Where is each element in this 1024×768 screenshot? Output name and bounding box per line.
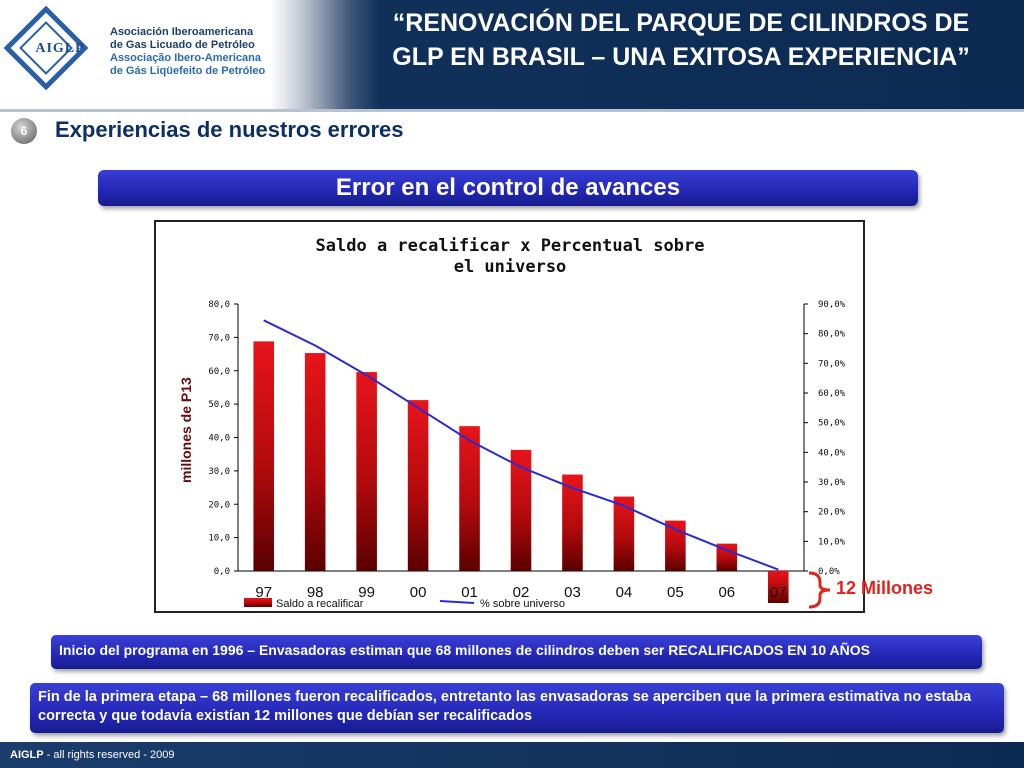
bar-05 — [665, 520, 686, 571]
y2-tick-label: 20,0% — [818, 508, 846, 518]
footer-bar: AIGLP - all rights reserved - 2009 — [0, 742, 1024, 768]
header-bar: AIGLP Asociación Iberoamericana de Gas L… — [0, 0, 1024, 109]
info-box-start: Inicio del programa en 1996 – Envasadora… — [51, 635, 982, 669]
x-tick-label-07: 07 — [770, 584, 787, 601]
logo-area: AIGLP Asociación Iberoamericana de Gas L… — [0, 0, 272, 109]
bar-99 — [356, 372, 377, 571]
bar-06 — [716, 543, 738, 571]
line-series-percent — [263, 319, 779, 571]
x-tick-label-01: 01 — [461, 584, 478, 601]
annotation-12-millones: 12 Millones — [836, 578, 934, 598]
logo-text: AIGLP — [35, 41, 85, 56]
x-tick-label-02: 02 — [513, 584, 530, 601]
brace-icon — [808, 571, 831, 609]
y-tick-label: 60,0 — [208, 367, 230, 377]
bar-03 — [562, 474, 583, 571]
y2-tick-label: 60,0% — [818, 389, 846, 399]
x-tick-label-05: 05 — [667, 584, 684, 601]
y2-tick-label: 70,0% — [818, 359, 846, 369]
org-name-es-1: Asociación Iberoamericana — [110, 26, 254, 38]
org-name-pt-1: Associação Ibero-Americana — [110, 52, 262, 64]
y2-tick-label: 30,0% — [818, 478, 846, 488]
section-number-badge: 6 — [11, 118, 37, 144]
y-tick-label: 70,0 — [208, 333, 230, 343]
y2-tick-label: 90,0% — [818, 300, 846, 310]
y-tick-label: 10,0 — [208, 534, 230, 544]
bar-00 — [407, 400, 429, 571]
y-tick-label: 0,0 — [214, 567, 230, 577]
org-name-pt-2: de Gás Liqüefeito de Petróleo — [110, 65, 266, 77]
bar-97 — [253, 341, 275, 571]
x-tick-label-00: 00 — [410, 584, 427, 601]
y-tick-label: 50,0 — [208, 400, 230, 410]
slide-title-line2: GLP EN BRASIL – UNA EXITOSA EXPERIENCIA” — [392, 43, 970, 71]
x-tick-label-97: 97 — [255, 584, 272, 601]
y-tick-label: 80,0 — [208, 300, 230, 310]
bar-line-chart: Saldo a recalificar x Percentual sobreel… — [208, 236, 846, 610]
footer-rights: - all rights reserved - 2009 — [43, 749, 175, 761]
bar-02 — [510, 449, 532, 571]
organization-name: Asociación Iberoamericana de Gas Licuado… — [110, 26, 270, 78]
bar-98 — [304, 353, 326, 571]
y-tick-label: 40,0 — [208, 434, 230, 444]
chart-title-line1: Saldo a recalificar x Percentual sobre — [316, 236, 705, 256]
bar-01 — [459, 426, 480, 571]
bar-07-remaining — [767, 571, 789, 603]
y-tick-label: 20,0 — [208, 500, 230, 510]
y-axis-label-text: millones de P13 — [178, 377, 194, 483]
x-tick-label-99: 99 — [358, 584, 375, 601]
y2-tick-label: 40,0% — [818, 448, 846, 458]
section-title: Experiencias de nuestros errores — [55, 117, 404, 142]
bar-04 — [613, 496, 635, 571]
org-name-es-2: de Gas Licuado de Petróleo — [110, 39, 255, 51]
chart-frame: Saldo a recalificar x Percentual sobre el… — [154, 220, 865, 613]
legend-label-line: % sobre universo — [480, 598, 565, 610]
y2-tick-label: 10,0% — [818, 537, 846, 547]
x-tick-label-03: 03 — [564, 584, 581, 601]
chart-title-line2: el universo — [454, 257, 567, 277]
y2-tick-label: 80,0% — [818, 330, 846, 340]
legend-label-bars: Saldo a recalificar — [276, 598, 364, 610]
slide-title-line1: “RENOVACIÓN DEL PARQUE DE CILINDROS DE — [392, 9, 970, 37]
legend-swatch-bars — [244, 598, 272, 607]
header-divider — [0, 109, 1024, 112]
x-tick-label-04: 04 — [616, 584, 633, 601]
y-tick-label: 30,0 — [208, 467, 230, 477]
y2-tick-label: 50,0% — [818, 419, 846, 429]
error-banner: Error en el control de avances — [98, 170, 918, 206]
footer-brand: AIGLP — [10, 749, 44, 761]
chart-y-axis-label: millones de P13 — [176, 377, 196, 485]
y2-tick-label: 0,0% — [818, 567, 840, 577]
info-box-end: Fin de la primera etapa – 68 millones fu… — [30, 683, 1004, 733]
legend-swatch-line — [439, 600, 475, 604]
x-tick-label-06: 06 — [718, 584, 735, 601]
slide-title: “RENOVACIÓN DEL PARQUE DE CILINDROS DE G… — [345, 6, 1017, 74]
x-tick-label-98: 98 — [307, 584, 324, 601]
